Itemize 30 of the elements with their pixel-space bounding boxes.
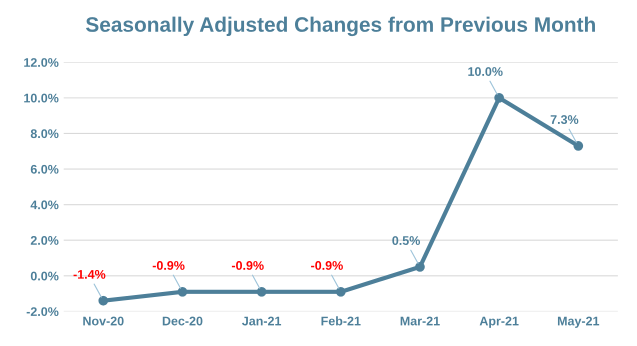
x-tick-label: Jan-21 (242, 316, 282, 326)
y-tick-label: 6.0% (30, 164, 59, 174)
point (573, 141, 584, 151)
y-tick-label: 8.0% (30, 129, 59, 138)
y-tick-label: 4.0% (30, 200, 59, 210)
data-label: 10.0% (468, 67, 503, 76)
x-tick-label: Apr-21 (480, 316, 519, 328)
x-tick-label: Feb-21 (321, 316, 361, 326)
point (256, 286, 266, 297)
data-label: -0.9% (232, 261, 264, 270)
y-tick-label: 0.0% (30, 272, 59, 280)
data-label: -0.9% (311, 261, 343, 270)
y-tick-label: -2.0% (26, 307, 59, 316)
x-tick-label: Mar-21 (400, 316, 440, 326)
point (494, 93, 504, 103)
point (336, 286, 346, 297)
chart-title: Seasonally Adjusted Changes from Previous Month (86, 16, 595, 36)
point (415, 262, 425, 272)
y-tick-label: 10.0% (24, 94, 59, 103)
data-label: 0.5% (392, 236, 420, 245)
x-tick-label: Dec-20 (162, 316, 202, 326)
data-label: -0.9% (152, 261, 185, 270)
y-tick-label: 2.0% (30, 236, 59, 245)
data-label: -1.4% (74, 270, 106, 279)
point (178, 286, 188, 297)
point (98, 296, 108, 306)
x-tick-label: May-21 (558, 316, 600, 328)
x-tick-label: Nov-20 (83, 316, 124, 326)
data-label: 7.3% (550, 115, 578, 124)
y-tick-label: 12.0% (24, 58, 59, 67)
